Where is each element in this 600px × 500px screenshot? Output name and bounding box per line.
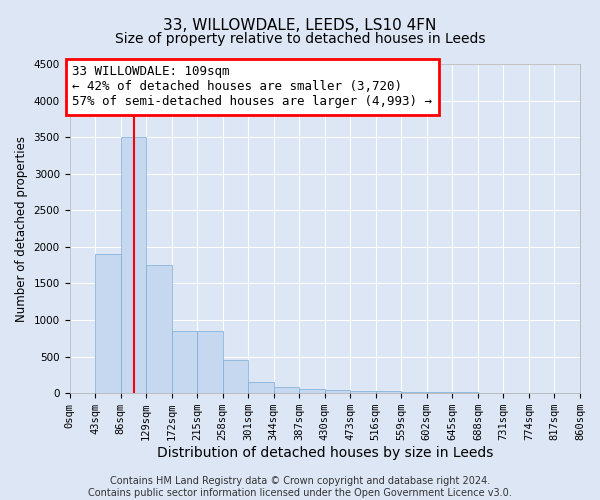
Bar xyxy=(197,331,223,393)
Bar xyxy=(121,137,146,393)
Text: 33 WILLOWDALE: 109sqm
← 42% of detached houses are smaller (3,720)
57% of semi-d: 33 WILLOWDALE: 109sqm ← 42% of detached … xyxy=(73,66,433,108)
Bar xyxy=(452,392,478,393)
Y-axis label: Number of detached properties: Number of detached properties xyxy=(15,136,28,322)
Bar xyxy=(248,382,274,393)
Bar xyxy=(223,360,248,393)
Bar xyxy=(325,390,350,393)
Bar xyxy=(172,331,197,393)
Bar xyxy=(95,254,121,393)
Bar xyxy=(146,265,172,393)
X-axis label: Distribution of detached houses by size in Leeds: Distribution of detached houses by size … xyxy=(157,446,493,460)
Bar xyxy=(427,392,452,393)
Text: Contains HM Land Registry data © Crown copyright and database right 2024.
Contai: Contains HM Land Registry data © Crown c… xyxy=(88,476,512,498)
Bar xyxy=(299,389,325,393)
Bar xyxy=(401,392,427,393)
Bar xyxy=(478,392,503,393)
Bar xyxy=(274,386,299,393)
Text: Size of property relative to detached houses in Leeds: Size of property relative to detached ho… xyxy=(115,32,485,46)
Text: 33, WILLOWDALE, LEEDS, LS10 4FN: 33, WILLOWDALE, LEEDS, LS10 4FN xyxy=(163,18,437,32)
Bar xyxy=(350,391,376,393)
Bar xyxy=(376,392,401,393)
